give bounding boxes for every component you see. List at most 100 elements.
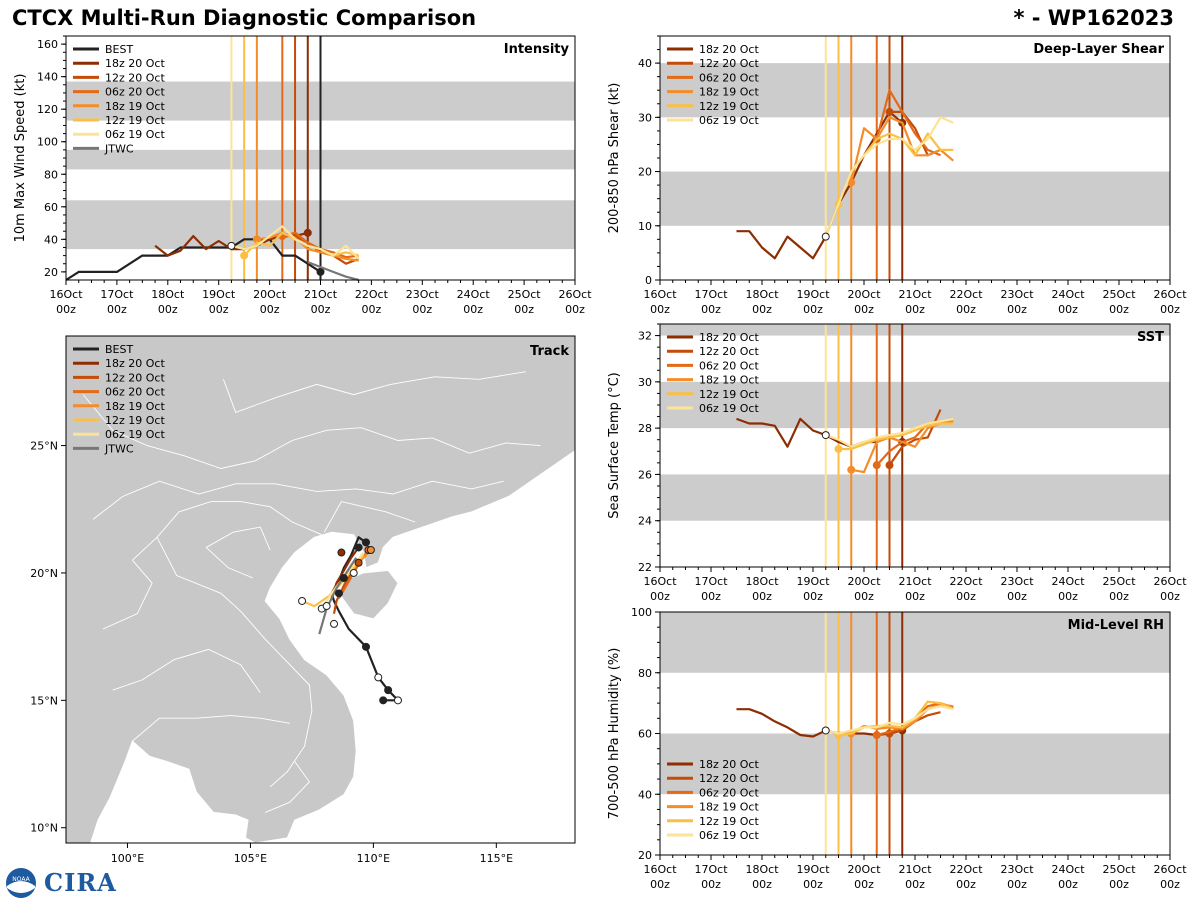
series-marker <box>885 461 894 470</box>
border-line <box>156 537 313 788</box>
y-tick-label: 22 <box>638 561 652 574</box>
x-tick-sublabel: 00z <box>854 878 874 891</box>
x-tick-sublabel: 00z <box>56 303 76 316</box>
x-tick-sublabel: 00z <box>1058 590 1078 603</box>
y-axis-label: 10m Max Wind Speed (kt) <box>13 74 28 243</box>
series-marker <box>821 431 830 440</box>
legend-label: 18z 20 Oct <box>105 57 165 70</box>
map-y-tick-label: 10°N <box>30 822 58 835</box>
track-marker <box>374 673 383 682</box>
legend-label: 12z 19 Oct <box>105 114 165 127</box>
x-tick-label: 23Oct <box>1000 288 1034 301</box>
series-marker <box>316 267 325 276</box>
x-tick-sublabel: 00z <box>803 590 823 603</box>
border-line <box>323 501 416 533</box>
y-tick-label: 100 <box>37 136 58 149</box>
panel-title: Intensity <box>504 42 570 57</box>
x-tick-sublabel: 00z <box>1007 878 1027 891</box>
x-tick-label: 19Oct <box>796 575 830 588</box>
legend-label: 06z 20 Oct <box>699 71 759 84</box>
legend-label: 12z 20 Oct <box>699 772 759 785</box>
x-tick-label: 16Oct <box>643 288 677 301</box>
x-tick-label: 16Oct <box>643 575 677 588</box>
x-tick-sublabel: 00z <box>565 303 585 316</box>
track-marker <box>322 602 331 611</box>
x-tick-sublabel: 00z <box>905 303 925 316</box>
legend-label: 06z 20 Oct <box>699 786 759 799</box>
legend-label: 06z 19 Oct <box>105 128 165 141</box>
border-line <box>102 559 153 630</box>
legend-label: 18z 19 Oct <box>105 400 165 413</box>
x-tick-sublabel: 00z <box>158 303 178 316</box>
x-tick-label: 17Oct <box>694 863 728 876</box>
x-tick-label: 26Oct <box>1153 288 1187 301</box>
x-tick-sublabel: 00z <box>854 590 874 603</box>
x-tick-sublabel: 00z <box>1109 590 1129 603</box>
legend-label: 12z 19 Oct <box>699 388 759 401</box>
y-axis-label: 200-850 hPa Shear (kt) <box>607 83 622 234</box>
series-line-06z-19-oct <box>825 705 954 735</box>
x-tick-label: 20Oct <box>847 288 881 301</box>
y-tick-label: 28 <box>638 422 652 435</box>
legend-label: 18z 20 Oct <box>699 758 759 771</box>
track-marker <box>330 619 339 628</box>
x-tick-label: 17Oct <box>694 288 728 301</box>
legend-label: 12z 20 Oct <box>699 57 759 70</box>
x-tick-sublabel: 00z <box>701 878 721 891</box>
x-tick-label: 24Oct <box>1051 575 1085 588</box>
legend-label: 18z 19 Oct <box>699 374 759 387</box>
x-tick-sublabel: 00z <box>854 303 874 316</box>
series-marker <box>821 726 830 735</box>
series-marker <box>303 228 312 237</box>
x-tick-label: 21Oct <box>304 288 338 301</box>
x-tick-label: 26Oct <box>1153 863 1187 876</box>
y-tick-label: 140 <box>37 71 58 84</box>
series-line-18z-19-oct <box>256 231 359 262</box>
x-tick-sublabel: 00z <box>956 590 976 603</box>
series-line-12z-19-oct <box>838 422 954 451</box>
chart-shear: 0 10 20 30 40 16Oct 00z 17Oct 00z 18Oct 00z 19Oct 00… <box>607 35 1187 316</box>
series-marker <box>847 465 856 474</box>
x-tick-sublabel: 00z <box>803 303 823 316</box>
series-line-06z-19-oct <box>825 417 954 448</box>
track-marker <box>366 546 375 555</box>
legend-label: 18z 19 Oct <box>105 100 165 113</box>
series-line-06z-19-oct <box>231 225 360 260</box>
x-tick-label: 25Oct <box>1102 863 1136 876</box>
x-tick-sublabel: 00z <box>1007 303 1027 316</box>
x-tick-sublabel: 00z <box>905 590 925 603</box>
legend-label: JTWC <box>104 142 134 155</box>
figure-title: CTCX Multi-Run Diagnostic Comparison <box>12 6 477 30</box>
legend-label: 18z 19 Oct <box>699 86 759 99</box>
noaa-badge-text: NOAA <box>12 876 30 883</box>
y-axis-label: Sea Surface Temp (°C) <box>607 372 622 519</box>
legend-label: 18z 20 Oct <box>699 43 759 56</box>
map-frame <box>65 335 576 844</box>
map-x-tick-label: 105°E <box>234 852 267 865</box>
y-tick-label: 40 <box>638 788 652 801</box>
x-tick-label: 18Oct <box>745 575 779 588</box>
x-tick-sublabel: 00z <box>752 303 772 316</box>
x-tick-label: 20Oct <box>847 575 881 588</box>
y-tick-label: 20 <box>638 166 652 179</box>
x-tick-label: 16Oct <box>643 863 677 876</box>
border-line <box>82 394 541 469</box>
x-tick-label: 19Oct <box>796 288 830 301</box>
track-marker <box>354 543 363 552</box>
map-y-tick-label: 15°N <box>30 694 58 707</box>
track-marker <box>361 642 370 651</box>
series-marker <box>885 107 894 116</box>
y-tick-label: 20 <box>638 849 652 862</box>
x-tick-label: 25Oct <box>1102 575 1136 588</box>
track-marker <box>337 548 346 557</box>
x-tick-label: 16Oct <box>49 288 83 301</box>
x-tick-label: 20Oct <box>847 863 881 876</box>
x-tick-label: 23Oct <box>1000 575 1034 588</box>
x-tick-sublabel: 00z <box>1058 303 1078 316</box>
map-x-tick-label: 115°E <box>480 852 513 865</box>
x-tick-sublabel: 00z <box>412 303 432 316</box>
border-line <box>265 761 310 813</box>
legend-label: 12z 20 Oct <box>699 345 759 358</box>
x-tick-sublabel: 00z <box>650 590 670 603</box>
shade-band <box>660 612 1170 673</box>
